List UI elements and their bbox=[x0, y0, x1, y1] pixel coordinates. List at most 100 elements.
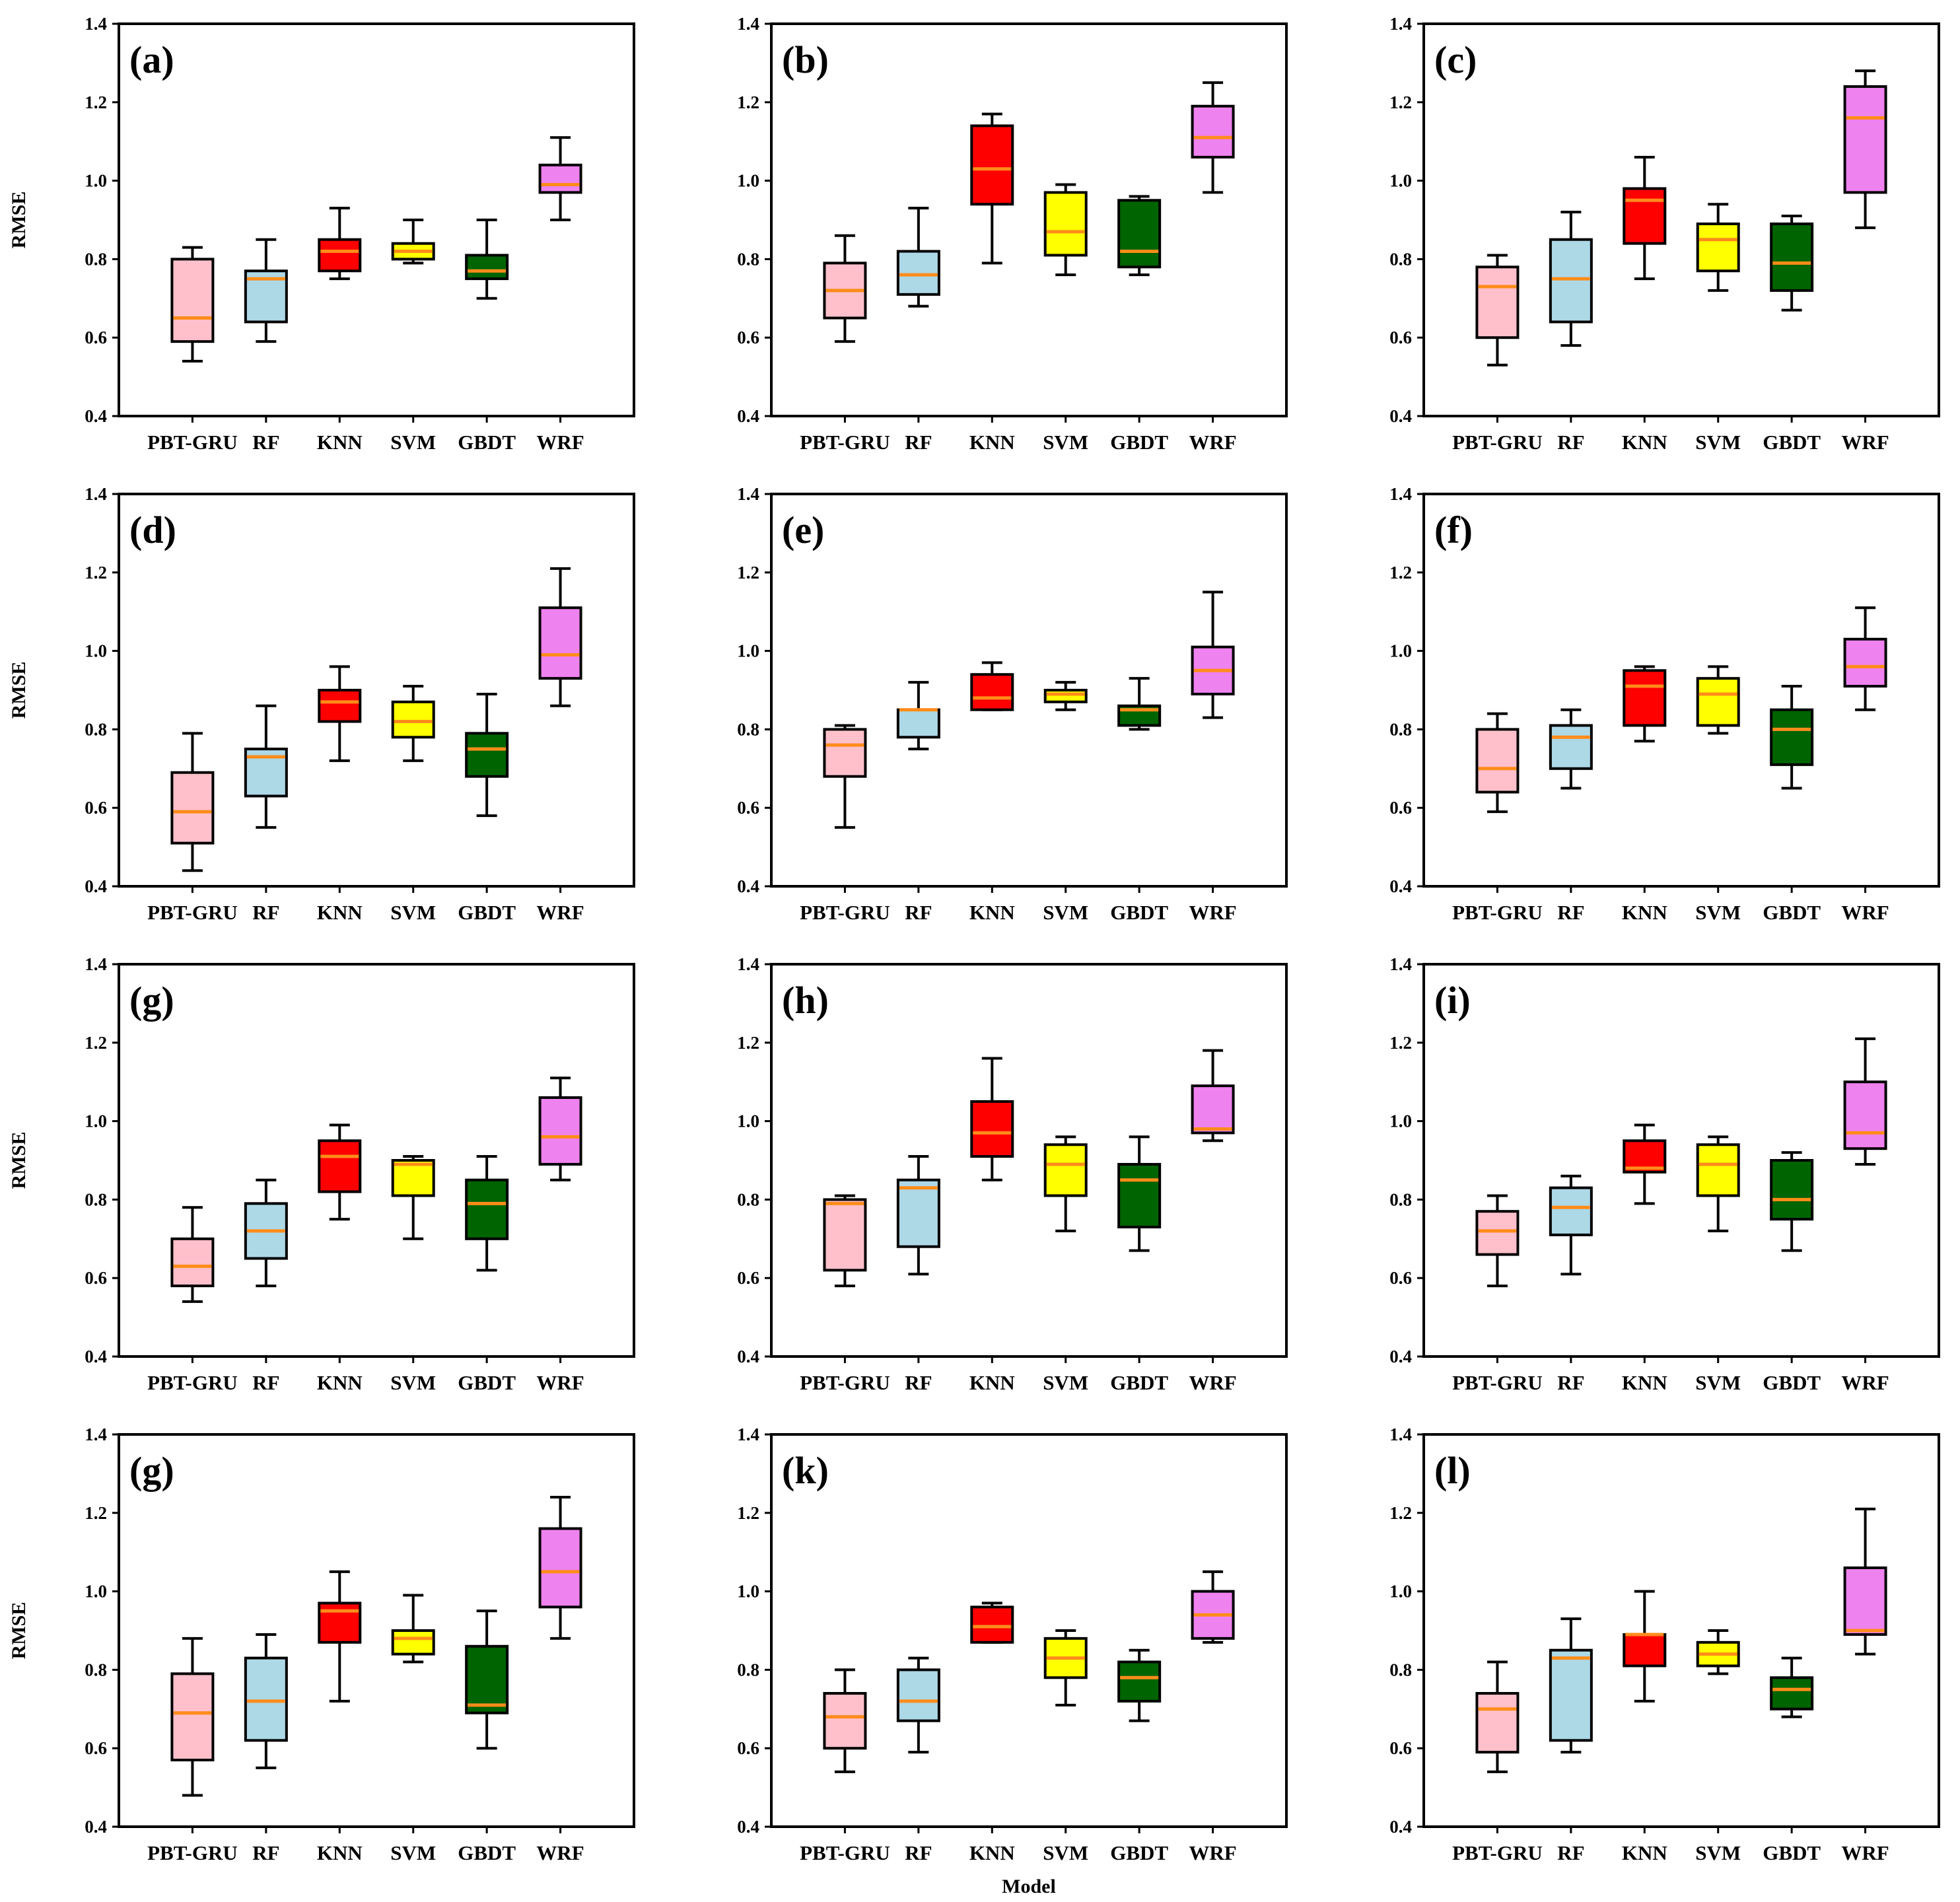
x-tick-label: KNN bbox=[969, 431, 1015, 454]
x-tick-label: KNN bbox=[969, 901, 1015, 924]
box-pbt-gru bbox=[1475, 712, 1520, 814]
panel-label: (g) bbox=[129, 1449, 174, 1492]
y-tick-label: 0.8 bbox=[1389, 719, 1412, 739]
x-tick-label: SVM bbox=[1695, 1371, 1741, 1394]
box-svm bbox=[1696, 1135, 1740, 1232]
y-tick-label: 0.4 bbox=[1389, 876, 1412, 896]
x-tick-label: GBDT bbox=[1763, 901, 1821, 924]
x-tick-label: WRF bbox=[1189, 1841, 1236, 1864]
iqr-box bbox=[1549, 238, 1593, 324]
x-tick-label: PBT-GRU bbox=[147, 431, 238, 454]
box-gbdt bbox=[1117, 677, 1162, 731]
iqr-box bbox=[1043, 1143, 1088, 1197]
y-tick-label: 0.8 bbox=[737, 1189, 759, 1209]
y-tick-label: 1.4 bbox=[85, 1425, 107, 1444]
y-tick-label: 0.4 bbox=[1389, 1817, 1412, 1837]
iqr-box bbox=[538, 606, 582, 680]
plot-frame bbox=[1422, 963, 1940, 1358]
panel-label: (e) bbox=[782, 509, 824, 551]
box-pbt-gru bbox=[1475, 1660, 1520, 1773]
y-tick-label: 1.4 bbox=[1389, 954, 1412, 974]
box-svm bbox=[1043, 1629, 1088, 1707]
y-axis-title: RMSE bbox=[8, 1132, 30, 1189]
iqr-box bbox=[1843, 1080, 1887, 1150]
iqr-box bbox=[1043, 689, 1088, 703]
panel-5: 0.4 0.6 0.8 1.0 1.2 1.4 PBT-GRU RF KNN SVM GBDT WRF… bbox=[737, 484, 1288, 924]
box-rf bbox=[896, 681, 940, 751]
box-svm bbox=[1696, 1629, 1740, 1675]
x-tick-label: KNN bbox=[317, 1841, 363, 1864]
x-tick-label: GBDT bbox=[1763, 1371, 1821, 1394]
y-tick-label: 0.6 bbox=[85, 798, 107, 818]
iqr-box bbox=[391, 1159, 435, 1197]
x-tick-label: RF bbox=[252, 431, 279, 454]
box-knn bbox=[970, 1057, 1014, 1181]
panel-8: 0.4 0.6 0.8 1.0 1.2 1.4 PBT-GRU RF KNN SVM GBDT WRF… bbox=[737, 954, 1288, 1394]
box-wrf bbox=[1191, 1049, 1235, 1143]
y-tick-label: 0.8 bbox=[1389, 1660, 1412, 1679]
box-pbt-gru bbox=[170, 732, 215, 872]
y-tick-label: 1.2 bbox=[737, 1503, 759, 1523]
y-tick-label: 0.6 bbox=[737, 1738, 759, 1758]
y-tick-label: 1.4 bbox=[85, 14, 107, 34]
box-gbdt bbox=[1770, 1151, 1814, 1252]
box-knn bbox=[1623, 155, 1667, 281]
iqr-box bbox=[1549, 1186, 1593, 1236]
x-tick-label: KNN bbox=[317, 901, 363, 924]
iqr-box bbox=[391, 700, 435, 739]
x-tick-label: WRF bbox=[1189, 901, 1236, 924]
x-tick-label: WRF bbox=[1189, 431, 1236, 454]
panel-label: (h) bbox=[782, 979, 829, 1022]
box-rf bbox=[244, 1633, 288, 1769]
y-tick-label: 0.8 bbox=[85, 249, 107, 269]
box-knn bbox=[318, 665, 362, 762]
x-tick-label: WRF bbox=[1189, 1371, 1236, 1394]
box-knn bbox=[1623, 665, 1667, 743]
plot-frame bbox=[118, 493, 635, 888]
box-wrf bbox=[1843, 1507, 1887, 1656]
x-tick-label: GBDT bbox=[1110, 901, 1168, 924]
panel-1: 0.4 0.6 0.8 1.0 1.2 1.4 RMSE PBT-GRU RF KNN SVM GBD… bbox=[8, 14, 635, 454]
iqr-box bbox=[170, 258, 215, 343]
x-tick-label: KNN bbox=[1622, 1371, 1667, 1394]
y-tick-label: 1.2 bbox=[85, 1033, 107, 1053]
y-tick-label: 0.4 bbox=[85, 406, 107, 426]
x-tick-label: RF bbox=[905, 901, 932, 924]
box-gbdt bbox=[465, 692, 509, 818]
y-tick-label: 1.0 bbox=[737, 1111, 759, 1131]
iqr-box bbox=[823, 728, 867, 778]
x-tick-label: RF bbox=[252, 1371, 279, 1394]
iqr-box bbox=[1696, 677, 1740, 727]
x-tick-label: PBT-GRU bbox=[147, 1841, 238, 1864]
x-tick-label: WRF bbox=[536, 901, 584, 924]
x-tick-label: PBT-GRU bbox=[1452, 901, 1543, 924]
iqr-box bbox=[1843, 637, 1887, 688]
box-svm bbox=[1696, 203, 1740, 292]
box-gbdt bbox=[1117, 1648, 1162, 1722]
iqr-box bbox=[318, 689, 362, 723]
box-pbt-gru bbox=[170, 1206, 215, 1303]
x-tick-label: SVM bbox=[1043, 1371, 1088, 1394]
x-tick-label: RF bbox=[252, 901, 279, 924]
y-tick-label: 0.4 bbox=[85, 1817, 107, 1837]
x-tick-label: WRF bbox=[1841, 901, 1889, 924]
y-tick-label: 0.6 bbox=[85, 328, 107, 347]
iqr-box bbox=[1475, 1210, 1520, 1256]
y-tick-label: 1.2 bbox=[1389, 1503, 1412, 1523]
y-tick-label: 1.0 bbox=[1389, 641, 1412, 661]
y-axis-title: RMSE bbox=[8, 1602, 30, 1660]
x-tick-label: RF bbox=[905, 1841, 932, 1864]
y-tick-label: 0.6 bbox=[85, 1738, 107, 1758]
x-tick-label: KNN bbox=[1622, 1841, 1667, 1864]
box-wrf bbox=[1843, 1037, 1887, 1166]
box-wrf bbox=[538, 1076, 582, 1181]
iqr-box bbox=[1191, 1084, 1235, 1135]
x-tick-label: KNN bbox=[969, 1841, 1015, 1864]
y-tick-label: 0.8 bbox=[85, 1660, 107, 1679]
x-tick-label: SVM bbox=[390, 431, 436, 454]
y-tick-label: 0.8 bbox=[737, 249, 759, 269]
x-tick-label: RF bbox=[1557, 431, 1584, 454]
iqr-box bbox=[1770, 1676, 1814, 1710]
x-tick-label: GBDT bbox=[1110, 431, 1168, 454]
